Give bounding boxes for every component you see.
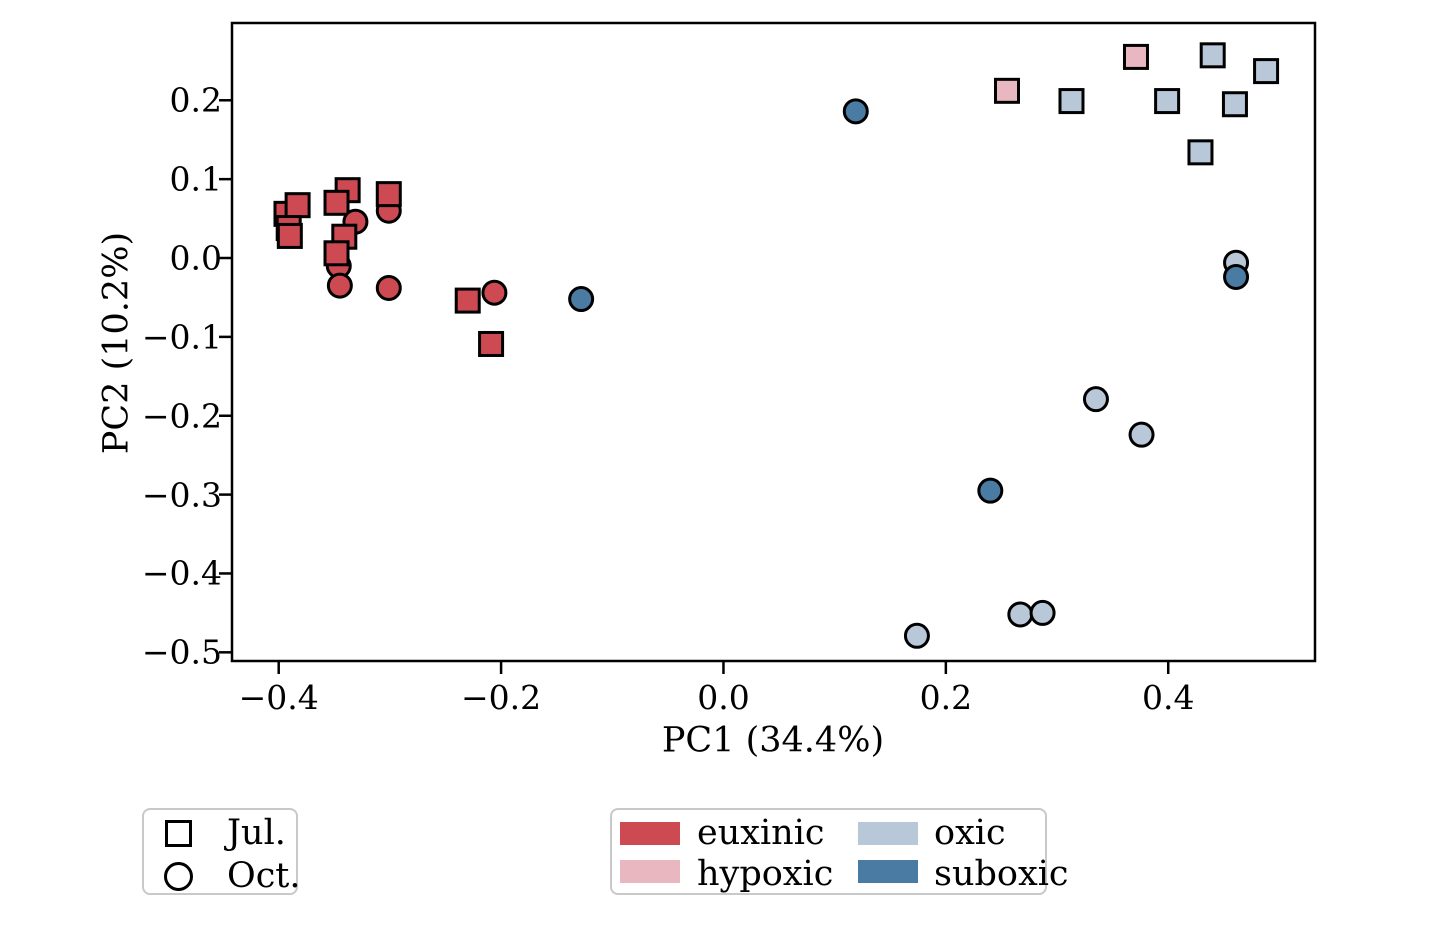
jul-square-marker-icon [165, 820, 192, 847]
data-point-euxinic-square [454, 287, 481, 314]
data-point-oxic-square [1154, 88, 1181, 115]
y-axis-label: PC2 (10.2%) [96, 231, 137, 455]
data-point-euxinic-square [284, 192, 311, 219]
data-point-euxinic-circle [481, 279, 508, 306]
color-legend-label-hypoxic: hypoxic [697, 853, 834, 894]
data-point-oxic-square [1221, 91, 1248, 118]
y-tick-label: 0.1 [169, 159, 222, 199]
data-point-euxinic-square [323, 240, 350, 267]
color-legend-label-euxinic: euxinic [697, 812, 825, 853]
data-point-oxic-circle [1128, 421, 1155, 448]
y-tick-label: 0.2 [169, 80, 222, 120]
data-point-euxinic-circle [375, 274, 402, 301]
x-tick-label: 0.4 [1141, 678, 1195, 717]
suboxic-color-swatch [858, 860, 918, 883]
y-tick-label: −0.2 [141, 396, 222, 436]
oxic-color-swatch [858, 822, 918, 845]
data-point-oxic-circle [1029, 599, 1056, 626]
y-tick-label: −0.4 [141, 553, 222, 593]
data-point-oxic-square [1058, 88, 1085, 115]
hypoxic-color-swatch [620, 860, 680, 883]
x-tick-label: −0.2 [461, 678, 542, 717]
data-point-oxic-circle [903, 622, 930, 649]
color-legend: euxinic hypoxic oxic suboxic [610, 808, 1069, 895]
data-point-oxic-square [1187, 139, 1214, 166]
x-tick-label: 0.2 [919, 678, 973, 717]
shape-legend-label-oct: Oct. [227, 855, 301, 896]
x-tick-label: 0.0 [697, 678, 750, 717]
euxinic-color-swatch [620, 822, 680, 845]
color-legend-label-suboxic: suboxic [934, 853, 1069, 894]
data-point-suboxic-circle [842, 98, 869, 125]
data-point-suboxic-circle [568, 286, 595, 313]
shape-legend-label-jul: Jul. [227, 812, 286, 853]
y-tick-label: −0.5 [141, 632, 222, 672]
data-point-suboxic-circle [977, 477, 1004, 504]
data-point-oxic-square [1253, 58, 1280, 85]
data-point-euxinic-square [478, 330, 505, 357]
plot-area [230, 21, 1317, 663]
data-point-euxinic-square [375, 181, 402, 208]
data-point-oxic-circle [1007, 601, 1034, 628]
shape-legend: Jul. Oct. [142, 808, 301, 896]
data-point-euxinic-square [276, 222, 303, 249]
x-tick-label: −0.4 [238, 678, 319, 717]
y-tick-label: −0.1 [141, 317, 222, 357]
data-point-oxic-circle [1082, 386, 1109, 413]
oct-circle-marker-icon [164, 862, 193, 891]
data-point-hypoxic-square [1122, 43, 1149, 70]
data-point-hypoxic-square [994, 77, 1021, 104]
data-point-euxinic-circle [326, 272, 353, 299]
x-axis-label: PC1 (34.4%) [661, 720, 885, 761]
data-point-oxic-square [1199, 42, 1226, 69]
data-point-euxinic-square [323, 189, 350, 216]
y-tick-label: −0.3 [141, 475, 222, 515]
data-point-suboxic-circle [1223, 263, 1250, 290]
y-tick-label: 0.0 [169, 238, 222, 278]
color-legend-label-oxic: oxic [934, 812, 1006, 853]
